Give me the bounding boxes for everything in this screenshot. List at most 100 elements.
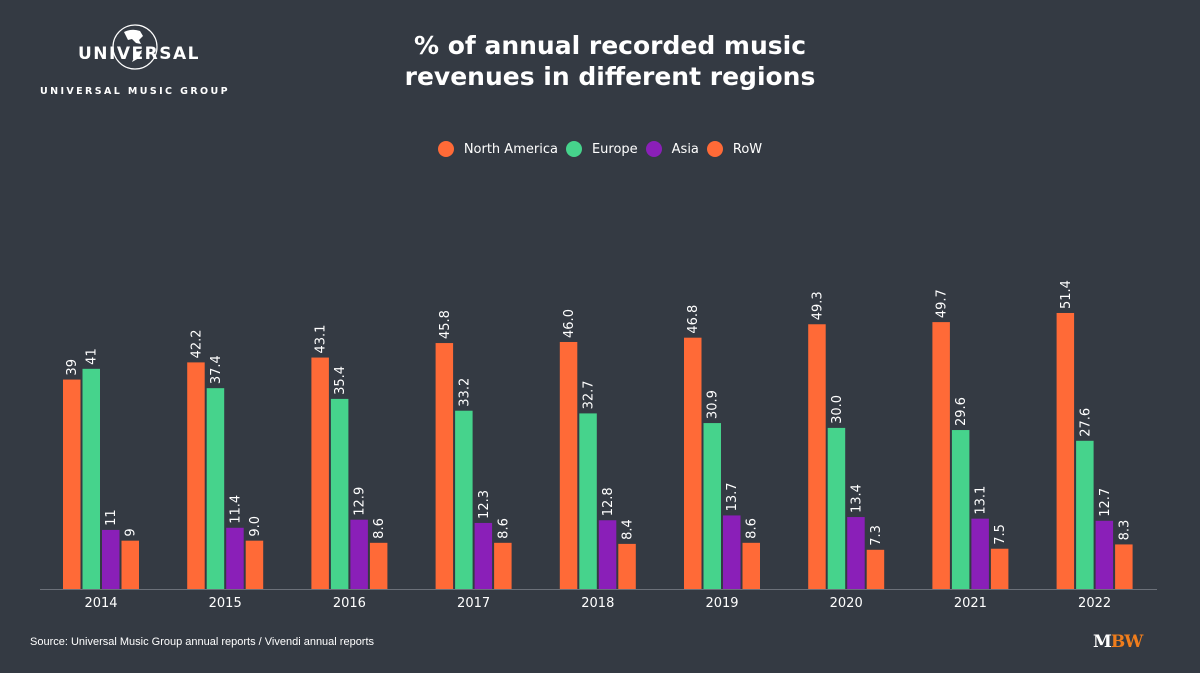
data-label-europe-2019: 30.9 bbox=[706, 390, 721, 419]
chart-title: % of annual recorded music revenues in d… bbox=[300, 30, 920, 92]
mbw-logo-bw: BW bbox=[1110, 632, 1143, 652]
bar-north-america-2017[interactable] bbox=[435, 343, 454, 589]
chart-title-line-1: % of annual recorded music bbox=[413, 31, 807, 60]
data-label-asia-2021: 13.1 bbox=[974, 486, 989, 515]
bar-europe-2020[interactable] bbox=[827, 427, 846, 589]
x-tick-label-2015: 2015 bbox=[209, 596, 242, 611]
data-label-north-america-2017: 45.8 bbox=[438, 310, 453, 339]
mbw-logo-m: M bbox=[1093, 632, 1112, 652]
data-label-asia-2014: 11 bbox=[104, 509, 119, 526]
data-label-north-america-2019: 46.8 bbox=[686, 305, 701, 334]
bar-north-america-2020[interactable] bbox=[808, 324, 826, 589]
bar-europe-2022[interactable] bbox=[1076, 440, 1094, 589]
data-label-row-2017: 8.6 bbox=[496, 518, 511, 539]
bar-asia-2019[interactable] bbox=[723, 515, 741, 589]
data-label-north-america-2020: 49.3 bbox=[810, 291, 825, 320]
data-label-asia-2015: 11.4 bbox=[228, 495, 243, 524]
legend-label-north-america: North America bbox=[463, 141, 558, 157]
data-label-row-2022: 8.3 bbox=[1117, 520, 1132, 541]
logo-subtitle: UNIVERSAL MUSIC GROUP bbox=[40, 86, 231, 97]
data-label-europe-2015: 37.4 bbox=[209, 355, 224, 384]
x-tick-label-2022: 2022 bbox=[1078, 596, 1111, 611]
x-tick-label-2017: 2017 bbox=[457, 596, 490, 611]
bar-row-2015[interactable] bbox=[245, 540, 264, 589]
bar-asia-2022[interactable] bbox=[1095, 520, 1114, 589]
bar-asia-2021[interactable] bbox=[971, 518, 989, 589]
data-label-row-2020: 7.3 bbox=[869, 525, 884, 546]
x-tick-label-2014: 2014 bbox=[84, 596, 117, 611]
x-tick-label-2020: 2020 bbox=[830, 596, 863, 611]
legend-label-asia: Asia bbox=[671, 141, 699, 157]
bar-north-america-2019[interactable] bbox=[684, 337, 702, 589]
data-label-europe-2016: 35.4 bbox=[333, 366, 348, 395]
data-label-asia-2020: 13.4 bbox=[849, 484, 864, 513]
bar-north-america-2018[interactable] bbox=[559, 341, 578, 589]
chart-title-line-2: revenues in different regions bbox=[404, 62, 816, 91]
legend-label-row: RoW bbox=[732, 141, 763, 157]
data-label-asia-2019: 13.7 bbox=[725, 482, 740, 511]
bar-europe-2018[interactable] bbox=[579, 413, 597, 589]
bar-europe-2017[interactable] bbox=[455, 410, 473, 589]
data-label-europe-2014: 41 bbox=[85, 348, 100, 365]
data-label-north-america-2022: 51.4 bbox=[1059, 280, 1074, 309]
bar-north-america-2016[interactable] bbox=[311, 357, 329, 589]
data-label-asia-2016: 12.9 bbox=[353, 487, 368, 516]
data-label-north-america-2015: 42.2 bbox=[189, 329, 204, 358]
data-label-north-america-2021: 49.7 bbox=[935, 289, 950, 318]
bar-asia-2018[interactable] bbox=[598, 520, 617, 589]
bar-row-2016[interactable] bbox=[369, 542, 388, 589]
bar-row-2022[interactable] bbox=[1115, 544, 1133, 589]
data-label-asia-2017: 12.3 bbox=[477, 490, 492, 519]
legend-swatch-europe bbox=[565, 141, 582, 157]
bar-north-america-2022[interactable] bbox=[1056, 312, 1075, 589]
x-tick-label-2019: 2019 bbox=[705, 596, 738, 611]
x-tick-label-2018: 2018 bbox=[581, 596, 614, 611]
legend-label-europe: Europe bbox=[591, 141, 638, 157]
data-label-europe-2018: 32.7 bbox=[582, 380, 597, 409]
globe-icon bbox=[112, 24, 158, 70]
data-label-europe-2017: 33.2 bbox=[457, 378, 472, 407]
data-label-north-america-2014: 39 bbox=[65, 359, 80, 376]
bar-north-america-2021[interactable] bbox=[932, 322, 950, 589]
bar-north-america-2015[interactable] bbox=[187, 362, 205, 589]
data-label-europe-2022: 27.6 bbox=[1078, 408, 1093, 437]
bar-row-2020[interactable] bbox=[866, 549, 885, 589]
universal-logo: UNIVERSAL UNIVERSAL MUSIC GROUP bbox=[38, 22, 228, 102]
data-label-row-2021: 7.5 bbox=[993, 524, 1008, 545]
data-label-row-2016: 8.6 bbox=[372, 518, 387, 539]
x-tick-label-2021: 2021 bbox=[954, 596, 987, 611]
legend-item-north-america[interactable]: North America bbox=[437, 141, 558, 157]
legend-item-europe[interactable]: Europe bbox=[565, 141, 638, 157]
bar-europe-2014[interactable] bbox=[82, 368, 101, 589]
data-label-asia-2018: 12.8 bbox=[601, 487, 616, 516]
x-tick-label-2016: 2016 bbox=[333, 596, 366, 611]
bar-row-2014[interactable] bbox=[121, 540, 140, 589]
bar-europe-2015[interactable] bbox=[206, 388, 225, 589]
data-label-row-2018: 8.4 bbox=[621, 519, 636, 540]
bar-row-2018[interactable] bbox=[618, 543, 636, 589]
bar-asia-2017[interactable] bbox=[474, 522, 493, 589]
logo-wordmark: UNIVERSAL bbox=[78, 44, 200, 64]
bar-europe-2016[interactable] bbox=[330, 398, 349, 589]
bar-europe-2021[interactable] bbox=[951, 430, 970, 589]
chart-legend: North America Europe Asia RoW bbox=[0, 141, 1200, 157]
bar-europe-2019[interactable] bbox=[703, 423, 722, 589]
bar-asia-2020[interactable] bbox=[847, 517, 865, 589]
mbw-logo: MBW bbox=[1093, 632, 1143, 652]
legend-item-asia[interactable]: Asia bbox=[645, 141, 699, 157]
bar-north-america-2014[interactable] bbox=[63, 379, 81, 589]
data-label-row-2014: 9 bbox=[124, 528, 139, 536]
legend-item-row[interactable]: RoW bbox=[706, 141, 763, 157]
legend-swatch-asia bbox=[645, 141, 662, 157]
bar-asia-2015[interactable] bbox=[226, 527, 244, 589]
data-label-north-america-2018: 46.0 bbox=[562, 309, 577, 338]
data-label-europe-2021: 29.6 bbox=[954, 397, 969, 426]
data-label-asia-2022: 12.7 bbox=[1098, 488, 1113, 517]
bar-row-2019[interactable] bbox=[742, 542, 761, 589]
bar-asia-2016[interactable] bbox=[350, 519, 368, 589]
bar-row-2021[interactable] bbox=[990, 548, 1009, 589]
bar-row-2017[interactable] bbox=[494, 542, 512, 589]
data-label-north-america-2016: 43.1 bbox=[314, 325, 329, 354]
bar-asia-2014[interactable] bbox=[102, 529, 120, 589]
